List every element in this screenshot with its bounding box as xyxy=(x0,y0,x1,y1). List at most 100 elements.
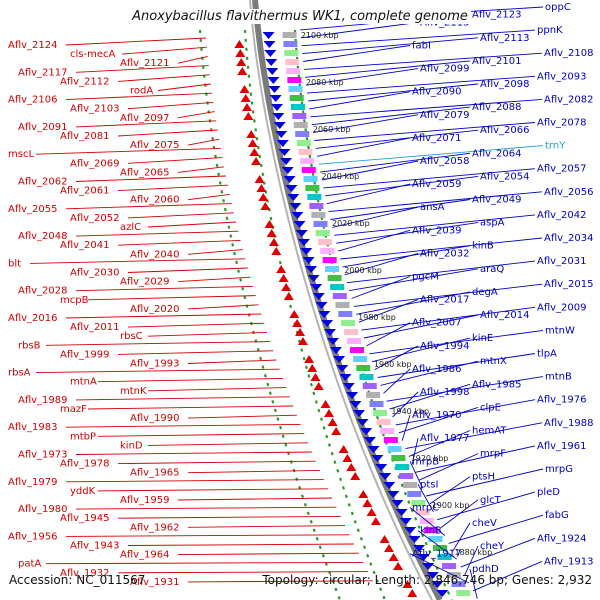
leader-line-right xyxy=(300,21,419,39)
reverse-feature-arrow xyxy=(417,554,430,561)
gene-label-left: mtnK xyxy=(120,386,147,397)
leader-line-left xyxy=(65,203,232,210)
gene-block xyxy=(373,410,388,416)
position-tick-label: 1900 kbp xyxy=(432,501,470,510)
leader-line-right xyxy=(334,214,536,236)
reverse-feature-arrow xyxy=(266,68,279,75)
gene-block xyxy=(376,419,391,425)
gene-block xyxy=(451,581,466,587)
reverse-feature-arrow xyxy=(307,275,320,282)
gene-block xyxy=(305,185,320,191)
reverse-feature-arrow xyxy=(291,212,304,219)
leader-line-right xyxy=(304,60,471,78)
gene-label-right: Aflv_1961 xyxy=(537,441,587,452)
gene-label-right: kinB xyxy=(420,526,442,537)
leader-line-left xyxy=(177,497,333,501)
gene-label-left: Aflv_2069 xyxy=(70,158,120,169)
gene-block xyxy=(395,464,410,470)
reverse-feature-arrow xyxy=(265,59,278,66)
leader-line-right xyxy=(401,414,411,441)
gene-block xyxy=(403,482,418,488)
reverse-feature-arrow xyxy=(318,311,331,318)
gene-label-right: Aflv_2032 xyxy=(420,248,470,259)
gene-block xyxy=(433,545,448,551)
leader-line-right xyxy=(398,406,479,434)
gene-label-left: azlC xyxy=(120,222,141,233)
gene-block xyxy=(411,500,426,506)
gene-label-left: Aflv_2091 xyxy=(18,122,68,133)
gene-label-right: pgcM xyxy=(412,272,439,283)
leader-line-right xyxy=(321,160,419,181)
gene-block xyxy=(282,32,297,38)
leader-line-right xyxy=(464,545,479,576)
position-tick-label: 2100 kbp xyxy=(301,31,339,40)
leader-line-left xyxy=(75,396,290,401)
leader-line-right xyxy=(363,314,479,339)
leader-line-right xyxy=(411,438,419,465)
position-tick-labels: 2100 kbp 2080 kbp 2060 kbp 2040 kbp 2020 kbp… xyxy=(301,31,492,557)
leader-line-right xyxy=(342,245,471,268)
position-tick-label: 1980 kbp xyxy=(358,313,396,322)
reverse-feature-arrow xyxy=(379,473,392,480)
reverse-feature-arrow xyxy=(404,527,417,534)
leader-line-left xyxy=(65,37,206,46)
gene-label-right: mtnB xyxy=(545,372,572,383)
forward-feature-arrow xyxy=(388,553,399,561)
reverse-feature-arrow xyxy=(310,284,323,291)
forward-feature-arrow xyxy=(246,130,257,138)
forward-feature-arrow xyxy=(313,382,324,390)
genome-summary-text: Topology: circular; Length: 2,846,746 bp… xyxy=(262,573,592,587)
reverse-feature-arrow xyxy=(283,176,296,183)
leader-line-left xyxy=(187,249,243,255)
position-tick-label: 2040 kbp xyxy=(322,172,360,181)
gene-label-right: ptsI xyxy=(420,479,438,490)
gene-label-left: Aflv_1962 xyxy=(130,522,180,533)
reverse-feature-arrow xyxy=(422,563,435,570)
reverse-feature-arrow xyxy=(363,437,376,444)
leader-line-left xyxy=(75,451,312,455)
forward-feature-arrow xyxy=(260,202,271,210)
gene-label-left: rbsA xyxy=(8,368,31,379)
leader-line-left xyxy=(45,341,271,346)
gene-block xyxy=(380,428,395,434)
forward-feature-arrow xyxy=(240,94,251,102)
gene-label-right: cheV xyxy=(472,518,497,529)
gene-label-right: tlpA xyxy=(537,349,557,360)
leader-line-right xyxy=(303,45,411,62)
leader-line-right xyxy=(361,306,536,331)
gene-label-right: Aflv_2007 xyxy=(412,318,462,329)
gene-block xyxy=(335,302,350,308)
reverse-feature-arrow xyxy=(285,185,298,192)
gene-block xyxy=(285,59,300,65)
gene-block xyxy=(369,401,384,407)
gene-label-left: Aflv_2061 xyxy=(60,186,110,197)
reverse-feature-arrow xyxy=(295,230,308,237)
leader-line-left xyxy=(117,129,218,137)
gene-label-right: Aflv_2049 xyxy=(472,195,522,206)
forward-feature-arrow xyxy=(327,418,338,426)
reverse-feature-arrow xyxy=(300,248,313,255)
gene-labels: Aflv_2124cls-mecAAflv_2121Aflv_2117Aflv_… xyxy=(8,2,594,588)
gene-label-left: Aflv_2011 xyxy=(70,322,120,333)
forward-feature-arrow xyxy=(366,508,377,516)
gene-block xyxy=(428,536,443,542)
gene-label-left: Aflv_2065 xyxy=(120,167,170,178)
reverse-feature-arrow xyxy=(339,374,352,381)
leader-line-right xyxy=(426,468,544,497)
forward-feature-arrow xyxy=(258,193,269,201)
forward-feature-arrow xyxy=(297,337,308,345)
reverse-feature-arrow xyxy=(272,113,285,120)
reverse-feature-arrow xyxy=(293,221,306,228)
leader-line-left xyxy=(75,285,254,292)
leader-line-right xyxy=(409,553,470,584)
leader-line-right xyxy=(460,537,536,568)
leader-line-left xyxy=(35,368,280,374)
position-tick-label: 1960 kbp xyxy=(374,360,412,369)
reverse-feature-arrow xyxy=(326,338,339,345)
gene-label-left: rbsC xyxy=(120,331,143,342)
leader-line-left xyxy=(177,166,225,173)
gene-block xyxy=(325,266,340,272)
genome-backbone-inner-arc xyxy=(249,0,433,600)
leader-line-left xyxy=(65,92,213,101)
forward-feature-arrow xyxy=(283,292,294,300)
